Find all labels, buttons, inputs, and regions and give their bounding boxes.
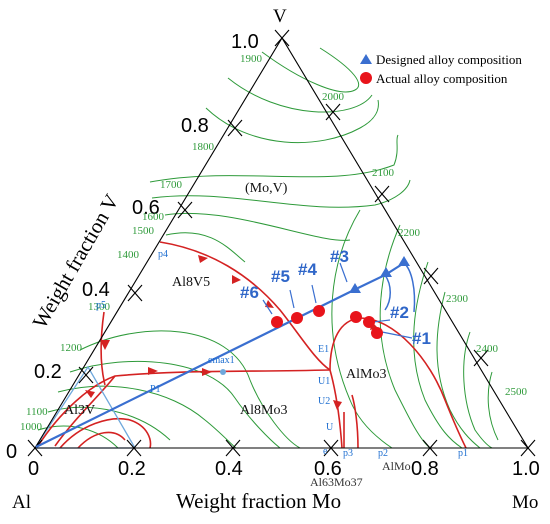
legend: Designed alloy composition Actual alloy … — [360, 52, 522, 86]
isotherm-label: 1300 — [88, 301, 111, 313]
v-tick-0-2: 0.2 — [34, 361, 62, 383]
point-label-e1: E1 — [318, 344, 329, 355]
point-label-e: e — [323, 446, 328, 457]
isotherm-label: 2000 — [322, 91, 345, 103]
point-label-u2: U2 — [318, 396, 330, 407]
alloy-label-1: #1 — [412, 329, 431, 348]
isotherm-label: 2400 — [476, 343, 499, 355]
axis-title-weight-fraction-mo: Weight fraction Mo — [176, 489, 341, 513]
designed-alloy-markers — [349, 256, 410, 293]
isotherm-label: 1000 — [20, 421, 43, 433]
legend-actual-label: Actual alloy composition — [376, 71, 508, 86]
isotherm-lines — [37, 47, 499, 449]
actual-marker-4 — [313, 305, 325, 317]
isotherm-label: 2300 — [446, 293, 469, 305]
vertex-label-v: V — [273, 6, 287, 27]
legend-actual-marker — [360, 72, 372, 84]
isotherm-label: 1400 — [117, 249, 140, 261]
phase-label-al3v: Al3V — [64, 403, 95, 418]
actual-marker-5 — [291, 312, 303, 324]
alloy-label-2: #2 — [390, 303, 409, 322]
mo-tick-0: 0 — [28, 458, 39, 480]
actual-marker-2 — [363, 316, 375, 328]
point-label-p2: p2 — [378, 448, 388, 459]
isotherm-label: 1900 — [240, 53, 263, 65]
v-tick-0-6: 0.6 — [132, 197, 160, 219]
phase-label-almo: AlMo — [382, 459, 411, 473]
alloy-label-5: #5 — [271, 267, 290, 286]
designed-marker-2 — [380, 267, 392, 277]
mo-tick-0-6: 0.6 — [314, 458, 342, 480]
v-tick-0: 0 — [6, 441, 17, 463]
isotherm-label: 1500 — [132, 225, 155, 237]
actual-marker-1 — [371, 327, 383, 339]
isotherm-label: 1800 — [192, 141, 215, 153]
ternary-frame — [27, 29, 536, 457]
mo-tick-0-8: 0.8 — [411, 458, 439, 480]
phase-label-al63mo37: Al63Mo37 — [310, 475, 363, 489]
v-tick-1-0: 1.0 — [231, 31, 259, 53]
legend-designed-label: Designed alloy composition — [376, 52, 522, 67]
point-label-p5: p5 — [96, 300, 106, 311]
point-label-p4: p4 — [158, 249, 168, 260]
vertex-label-mo: Mo — [512, 492, 538, 513]
alloy-label-6: #6 — [240, 283, 259, 302]
isotherm-label: 1200 — [60, 342, 83, 354]
isotherm-label: 2100 — [372, 167, 395, 179]
isotherm-label: 1100 — [26, 406, 48, 418]
point-label-u1: U1 — [318, 376, 330, 387]
point-label-emax1: emax1 — [208, 355, 235, 366]
alloy-label-3: #3 — [330, 247, 349, 266]
point-label-p1-right: p1 — [458, 448, 468, 459]
emax-point-marker — [220, 369, 226, 375]
v-tick-0-8: 0.8 — [181, 115, 209, 137]
mo-tick-0-2: 0.2 — [118, 458, 146, 480]
point-label-p3: p3 — [343, 448, 353, 459]
isotherm-label: 2200 — [398, 227, 421, 239]
phase-label-mo-v: (Mo,V) — [245, 181, 288, 196]
designed-marker-1 — [398, 256, 410, 266]
phase-label-al8v5: Al8V5 — [172, 275, 210, 290]
actual-marker-6 — [271, 316, 283, 328]
point-label-p1-left: P1 — [150, 384, 161, 395]
mo-tick-1-0: 1.0 — [512, 458, 540, 480]
isotherm-label: 2500 — [505, 386, 528, 398]
vertex-label-al: Al — [12, 492, 31, 513]
actual-alloy-markers — [271, 305, 383, 339]
isotherm-label: 1600 — [142, 211, 165, 223]
isotherm-label: 1700 — [160, 179, 183, 191]
alloy-pointer-arrows — [262, 262, 413, 339]
phase-label-almo3: AlMo3 — [346, 367, 386, 382]
legend-designed-marker — [360, 54, 372, 64]
v-tick-0-4: 0.4 — [82, 279, 110, 301]
phase-label-al8mo3: Al8Mo3 — [240, 403, 287, 418]
actual-marker-3 — [350, 311, 362, 323]
designed-marker-3 — [349, 283, 361, 293]
mo-tick-0-4: 0.4 — [215, 458, 243, 480]
alloy-label-4: #4 — [298, 260, 317, 279]
point-label-u: U — [326, 422, 334, 433]
